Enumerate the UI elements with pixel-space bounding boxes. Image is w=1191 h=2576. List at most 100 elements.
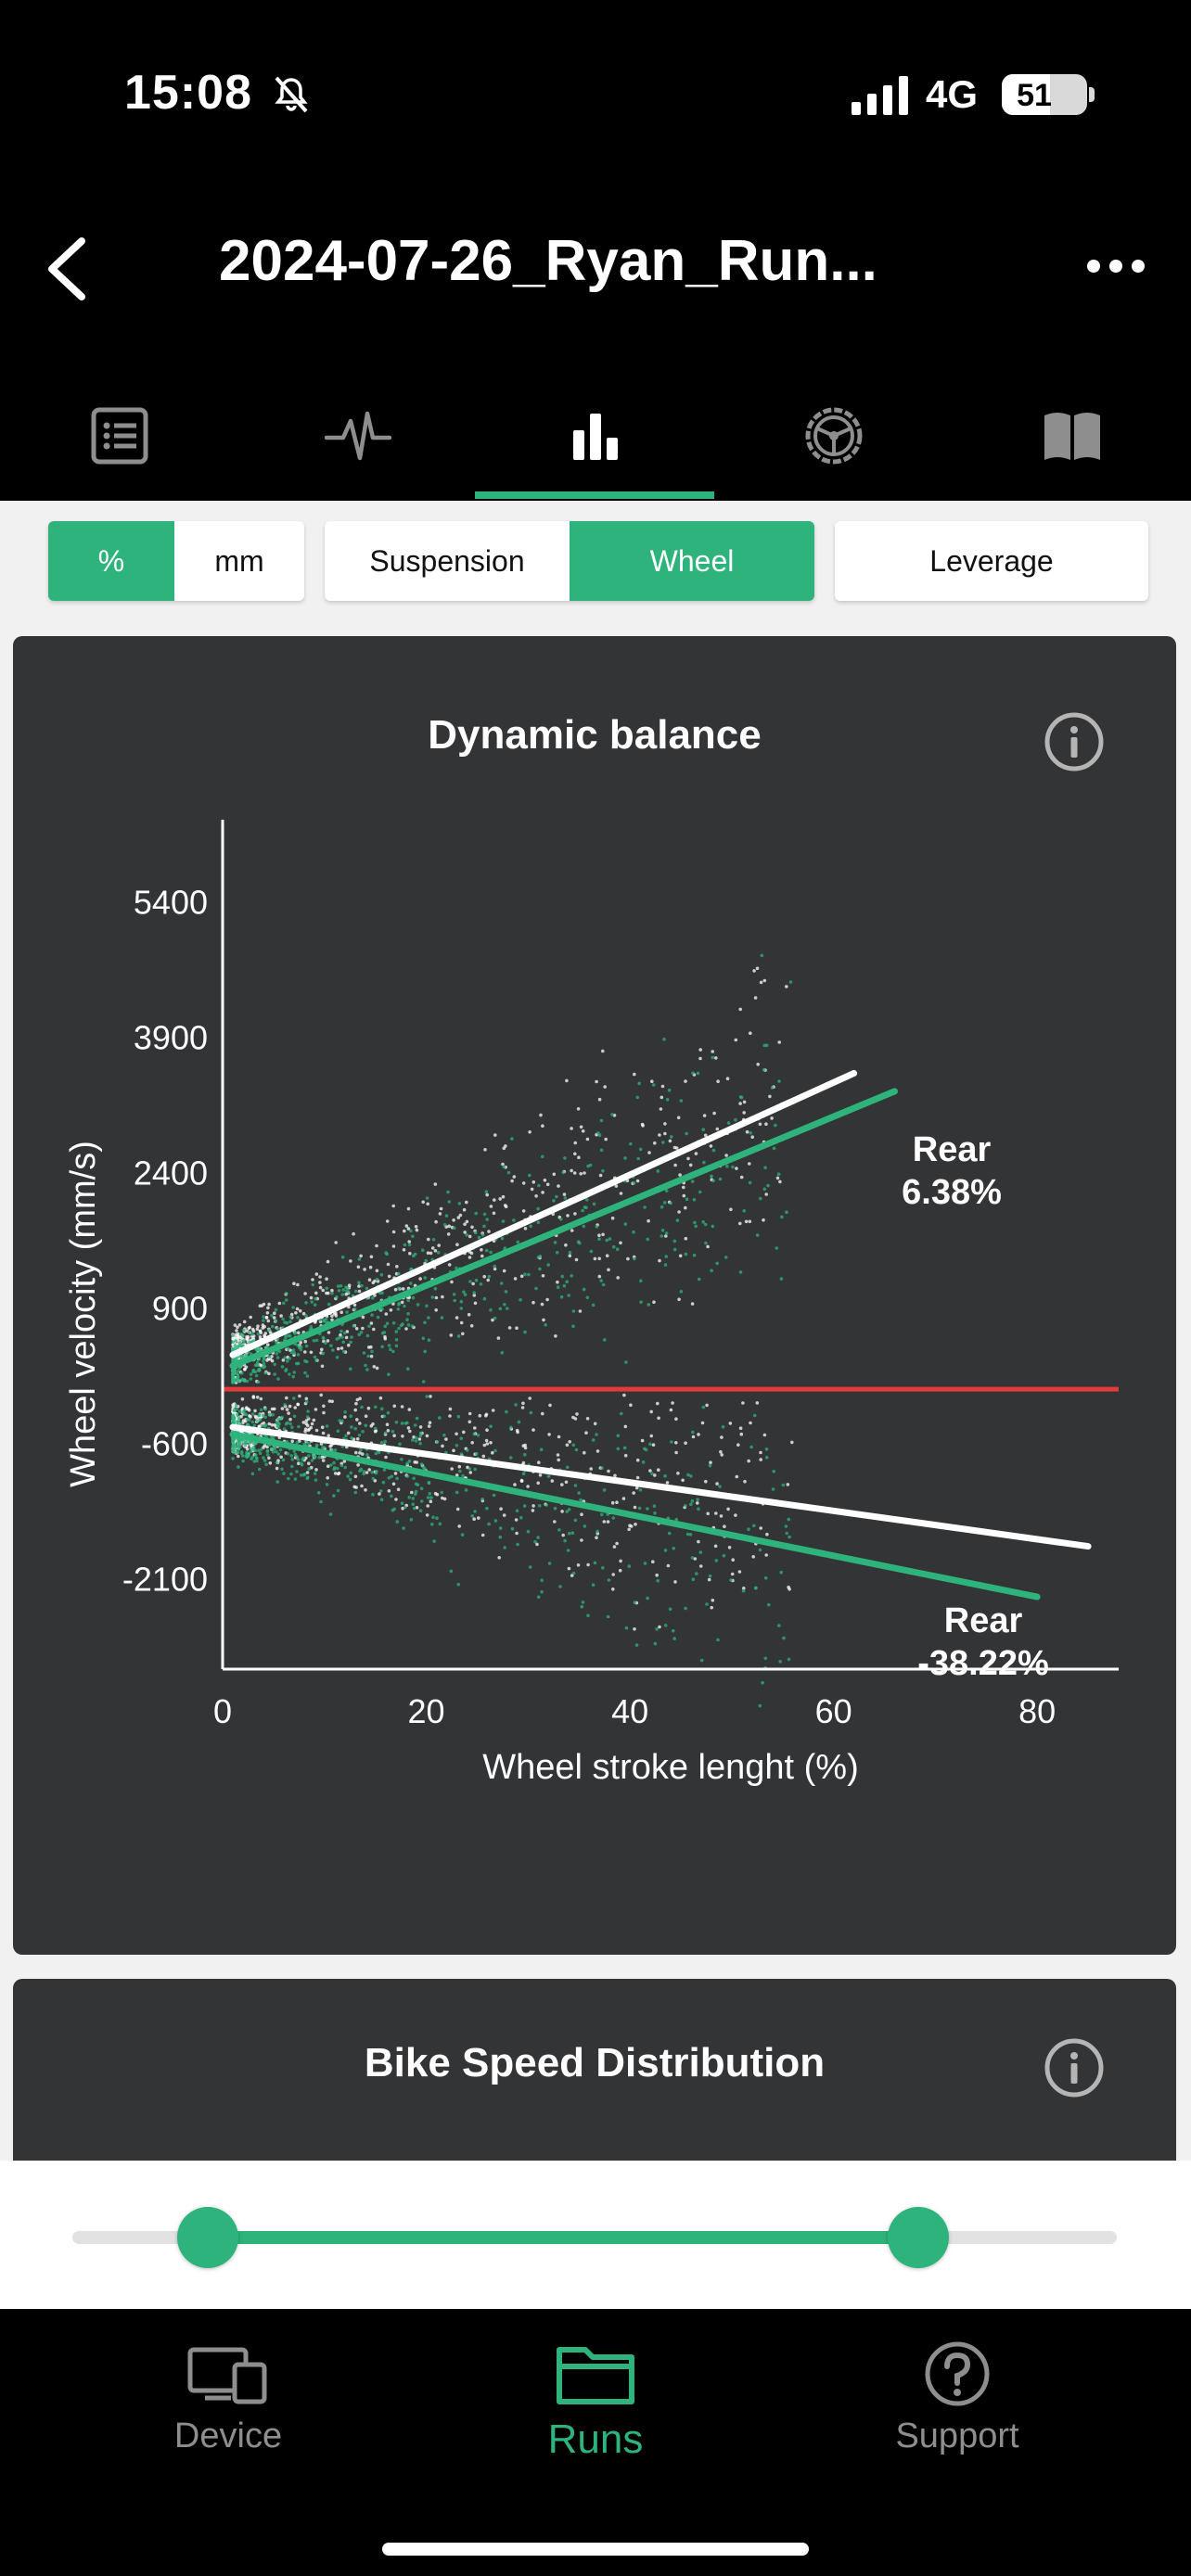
scatter-point	[538, 1267, 542, 1271]
scatter-point	[235, 1329, 238, 1333]
scatter-point	[347, 1283, 352, 1287]
scatter-point	[597, 1233, 601, 1237]
scatter-point	[633, 1600, 637, 1604]
scatter-point	[368, 1265, 373, 1269]
scatter-point	[312, 1339, 316, 1343]
scatter-point	[629, 1141, 633, 1146]
scatter-point	[304, 1344, 309, 1348]
scatter-point	[439, 1206, 443, 1211]
scatter-point	[698, 1564, 703, 1568]
scatter-point	[491, 1318, 494, 1322]
scatter-point	[267, 1410, 272, 1414]
scatter-point	[652, 1300, 656, 1304]
scatter-point	[344, 1289, 349, 1293]
scatter-point	[712, 1111, 716, 1116]
scatter-point	[333, 1466, 337, 1470]
slider-end-handle[interactable]	[888, 2207, 950, 2268]
scatter-point	[362, 1351, 366, 1355]
scatter-point	[404, 1327, 408, 1331]
scatter-point	[275, 1421, 279, 1424]
scatter-point	[444, 1437, 448, 1441]
scatter-point	[584, 1431, 588, 1435]
scatter-point	[265, 1445, 269, 1449]
scatter-point	[425, 1434, 429, 1438]
tab-list[interactable]	[0, 371, 238, 501]
scatter-point	[231, 1333, 235, 1337]
more-options-icon[interactable]	[1085, 252, 1146, 280]
scatter-point	[349, 1471, 353, 1475]
scatter-point	[742, 1587, 746, 1590]
scatter-point	[447, 1224, 452, 1229]
nav-support[interactable]: Support	[818, 2337, 1096, 2485]
scatter-point	[501, 1219, 506, 1223]
unit-percent-option[interactable]: %	[48, 521, 174, 601]
scatter-point	[250, 1327, 255, 1332]
scatter-point	[531, 1300, 535, 1305]
scatter-point	[573, 1417, 578, 1421]
scatter-point	[404, 1224, 409, 1228]
scatter-point	[663, 1473, 667, 1478]
scatter-point	[662, 1038, 666, 1041]
scatter-point	[359, 1254, 363, 1258]
scatter-point	[310, 1300, 314, 1304]
scatter-point	[384, 1312, 389, 1316]
scatter-point	[519, 1298, 522, 1302]
scatter-point	[557, 1528, 561, 1532]
scatter-point	[676, 1116, 681, 1120]
nav-device[interactable]: Device	[89, 2337, 367, 2485]
scatter-point	[273, 1362, 277, 1367]
scatter-point	[374, 1451, 378, 1456]
scatter-point	[544, 1323, 547, 1327]
unit-mm-option[interactable]: mm	[214, 543, 264, 578]
mode-suspension-option[interactable]: Suspension	[369, 543, 525, 578]
scatter-point	[759, 1196, 762, 1201]
info-icon[interactable]	[1043, 710, 1106, 773]
scatter-point	[476, 1434, 480, 1437]
scatter-point	[666, 1563, 671, 1568]
scatter-point	[418, 1425, 423, 1429]
scatter-point	[565, 1078, 569, 1083]
scatter-point	[646, 1596, 649, 1600]
scatter-point	[418, 1434, 423, 1437]
scatter-point	[358, 1422, 362, 1425]
nav-runs[interactable]: Runs	[456, 2337, 735, 2485]
mode-wheel-option[interactable]: Wheel	[570, 521, 814, 601]
scatter-point	[759, 980, 763, 985]
scatter-point	[689, 1502, 693, 1506]
scatter-point	[561, 1533, 565, 1537]
scatter-point	[541, 1274, 545, 1278]
tab-charts[interactable]	[476, 371, 714, 501]
scatter-point	[537, 1183, 541, 1188]
scatter-point	[367, 1324, 371, 1328]
scatter-point	[350, 1425, 353, 1429]
tab-guide[interactable]	[953, 371, 1191, 501]
scatter-point	[301, 1421, 306, 1424]
scatter-point	[526, 1529, 531, 1534]
back-arrow-icon[interactable]	[41, 232, 93, 306]
info-icon[interactable]	[1043, 2036, 1106, 2099]
scatter-point	[382, 1331, 387, 1334]
scatter-point	[320, 1364, 325, 1369]
scatter-point	[264, 1462, 268, 1467]
scatter-point	[762, 1043, 767, 1048]
scatter-point	[267, 1355, 272, 1358]
scatter-point	[676, 1472, 680, 1475]
scatter-point	[271, 1450, 275, 1454]
scatter-point	[302, 1472, 307, 1476]
leverage-button[interactable]: Leverage	[835, 521, 1148, 601]
scatter-point	[252, 1460, 257, 1463]
scatter-point	[370, 1349, 374, 1354]
scatter-point	[755, 966, 760, 971]
scatter-point	[537, 1504, 542, 1508]
status-bar: 15:08 4G 51	[0, 0, 1191, 195]
scatter-point	[656, 1169, 660, 1173]
scatter-point	[702, 1160, 706, 1165]
slider-start-handle[interactable]	[177, 2207, 239, 2268]
scatter-point	[412, 1254, 416, 1257]
scatter-point	[643, 1447, 647, 1451]
scatter-point	[696, 1498, 699, 1501]
scatter-point	[412, 1506, 416, 1511]
scatter-point	[452, 1226, 456, 1230]
tab-settings[interactable]	[714, 371, 953, 501]
tab-pulse[interactable]	[238, 371, 477, 501]
